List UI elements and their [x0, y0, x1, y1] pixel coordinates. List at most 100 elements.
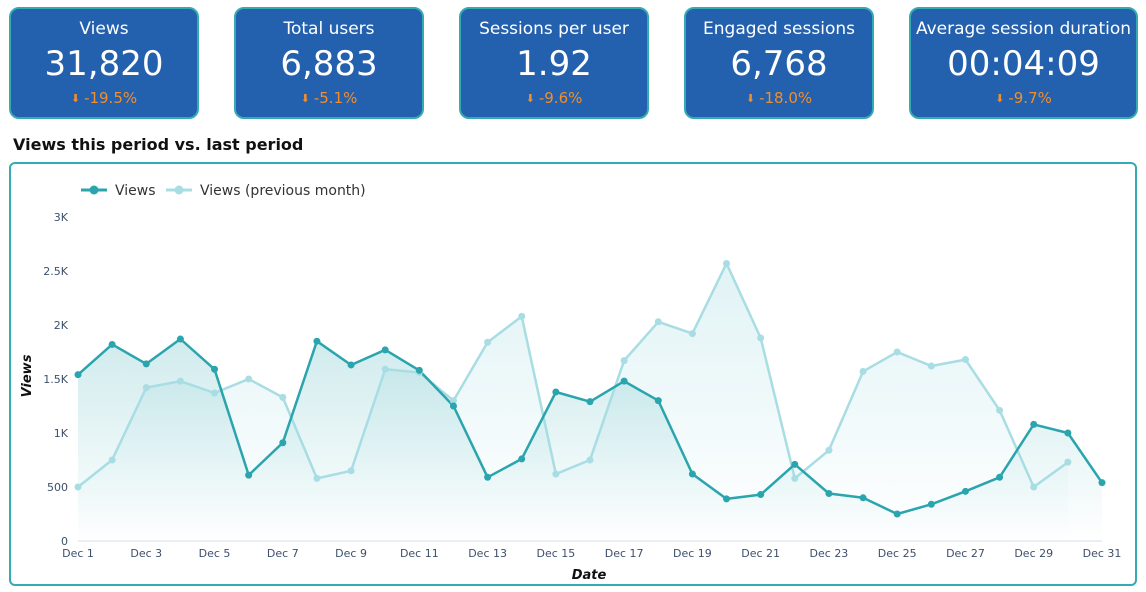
legend-label-views-previous: Views (previous month) — [200, 183, 366, 199]
x-tick-label: Dec 17 — [605, 547, 644, 560]
data-point-views[interactable] — [825, 489, 833, 497]
data-point-views[interactable] — [893, 510, 901, 518]
line-views-previous[interactable] — [77, 262, 1069, 489]
data-point-views[interactable] — [1064, 429, 1072, 437]
y-axis: 0 500 1K 1.5K 2K 2.5K 3K — [43, 211, 68, 548]
data-point-views-previous[interactable] — [586, 456, 594, 464]
kpi-delta: ⬇ -19.5% — [11, 89, 197, 107]
data-point-views-previous[interactable] — [723, 259, 731, 267]
data-point-views[interactable] — [484, 473, 492, 481]
data-point-views-previous[interactable] — [1030, 483, 1038, 491]
data-point-views[interactable] — [654, 397, 662, 405]
data-point-views-previous[interactable] — [893, 348, 901, 356]
data-point-views-previous[interactable] — [74, 483, 82, 491]
data-point-views-previous[interactable] — [484, 338, 492, 346]
kpi-label: Total users — [283, 19, 375, 39]
data-point-views[interactable] — [996, 473, 1004, 481]
data-point-views-previous[interactable] — [279, 393, 287, 401]
x-tick-label: Dec 27 — [946, 547, 985, 560]
data-point-views[interactable] — [757, 491, 765, 499]
legend-item-views-previous-month[interactable]: Views (previous month) — [166, 183, 366, 199]
arrow-down-icon: ⬇ — [525, 92, 535, 105]
data-point-views-previous[interactable] — [211, 389, 219, 397]
data-point-views[interactable] — [518, 455, 526, 463]
data-point-views[interactable] — [620, 377, 628, 385]
data-point-views[interactable] — [552, 388, 560, 396]
data-point-views-previous[interactable] — [757, 334, 765, 342]
data-point-views[interactable] — [381, 346, 389, 354]
data-point-views-previous[interactable] — [620, 357, 628, 365]
arrow-down-icon: ⬇ — [70, 92, 81, 105]
x-tick-label: Dec 29 — [1014, 547, 1053, 560]
data-point-views[interactable] — [279, 439, 287, 447]
data-point-views[interactable] — [586, 398, 594, 406]
legend-marker-views-previous — [174, 185, 184, 195]
data-point-views-previous[interactable] — [449, 397, 457, 405]
data-point-views-previous[interactable] — [688, 330, 696, 338]
kpi-delta-value: -19.5% — [84, 89, 138, 107]
data-point-views-previous[interactable] — [552, 470, 560, 478]
data-point-views-previous[interactable] — [927, 362, 935, 370]
legend-marker-views — [89, 185, 99, 195]
data-point-views[interactable] — [176, 335, 184, 343]
data-point-views[interactable] — [1098, 479, 1106, 487]
data-point-views[interactable] — [74, 371, 82, 379]
y-tick-label: 2.5K — [43, 265, 68, 278]
y-tick-label: 500 — [47, 481, 68, 494]
data-point-views-previous[interactable] — [108, 456, 116, 464]
data-point-views[interactable] — [791, 460, 799, 468]
data-point-views[interactable] — [688, 470, 696, 478]
data-point-views[interactable] — [449, 402, 457, 410]
data-point-views[interactable] — [859, 494, 867, 502]
kpi-card-engaged-sessions: Engaged sessions 6,768 ⬇ -18.0% — [684, 7, 874, 119]
data-point-views-previous[interactable] — [996, 406, 1004, 414]
data-point-views-previous[interactable] — [518, 312, 526, 320]
legend-item-views[interactable]: Views — [81, 183, 156, 199]
data-point-views-previous[interactable] — [381, 365, 389, 373]
data-point-views-previous[interactable] — [654, 318, 662, 326]
x-tick-label: Dec 25 — [878, 547, 917, 560]
data-point-views-previous[interactable] — [1064, 458, 1072, 466]
data-point-views-previous[interactable] — [142, 384, 150, 392]
data-point-views[interactable] — [313, 337, 321, 345]
data-point-views[interactable] — [415, 366, 423, 374]
kpi-delta: ⬇ -9.6% — [461, 89, 647, 107]
x-tick-label: Dec 7 — [267, 547, 299, 560]
data-point-views-previous[interactable] — [176, 377, 184, 385]
kpi-card-sessions-per-user: Sessions per user 1.92 ⬇ -9.6% — [459, 7, 649, 119]
data-point-views[interactable] — [211, 365, 219, 373]
y-tick-label: 0 — [61, 535, 68, 548]
data-point-views[interactable] — [245, 471, 253, 479]
data-point-views[interactable] — [1030, 420, 1038, 428]
kpi-delta: ⬇ -5.1% — [236, 89, 422, 107]
kpi-card-average-session-duration: Average session duration 00:04:09 ⬇ -9.7% — [909, 7, 1138, 119]
y-tick-label: 3K — [54, 211, 69, 224]
line-chart: Views Views (previous month) Views Date … — [20, 183, 1122, 583]
data-point-views-previous[interactable] — [859, 367, 867, 375]
data-point-views-previous[interactable] — [825, 446, 833, 454]
kpi-label: Views — [79, 19, 129, 39]
y-tick-label: 2K — [54, 319, 69, 332]
data-point-views-previous[interactable] — [961, 356, 969, 364]
y-axis-title: Views — [20, 354, 35, 397]
data-point-views-previous[interactable] — [791, 474, 799, 482]
kpi-value: 1.92 — [516, 44, 592, 84]
chart-legend: Views Views (previous month) — [81, 183, 366, 199]
data-point-views-previous[interactable] — [245, 375, 253, 383]
data-point-views[interactable] — [142, 360, 150, 368]
data-point-views-previous[interactable] — [313, 474, 321, 482]
kpi-delta: ⬇ -18.0% — [686, 89, 872, 107]
x-tick-label: Dec 31 — [1083, 547, 1122, 560]
y-tick-label: 1.5K — [43, 373, 68, 386]
area-views — [78, 339, 1102, 541]
data-point-views[interactable] — [108, 340, 116, 348]
data-point-views[interactable] — [347, 361, 355, 369]
data-point-views[interactable] — [723, 495, 731, 503]
data-point-views-previous[interactable] — [347, 467, 355, 475]
x-axis: Dec 1 Dec 3 Dec 5 Dec 7 Dec 9 Dec 11 Dec 13 Dec… — [62, 540, 1122, 560]
data-point-views[interactable] — [961, 487, 969, 495]
arrow-down-icon: ⬇ — [745, 92, 756, 105]
data-point-views[interactable] — [927, 500, 935, 508]
kpi-label: Engaged sessions — [703, 19, 855, 39]
kpi-value: 6,883 — [280, 44, 378, 84]
